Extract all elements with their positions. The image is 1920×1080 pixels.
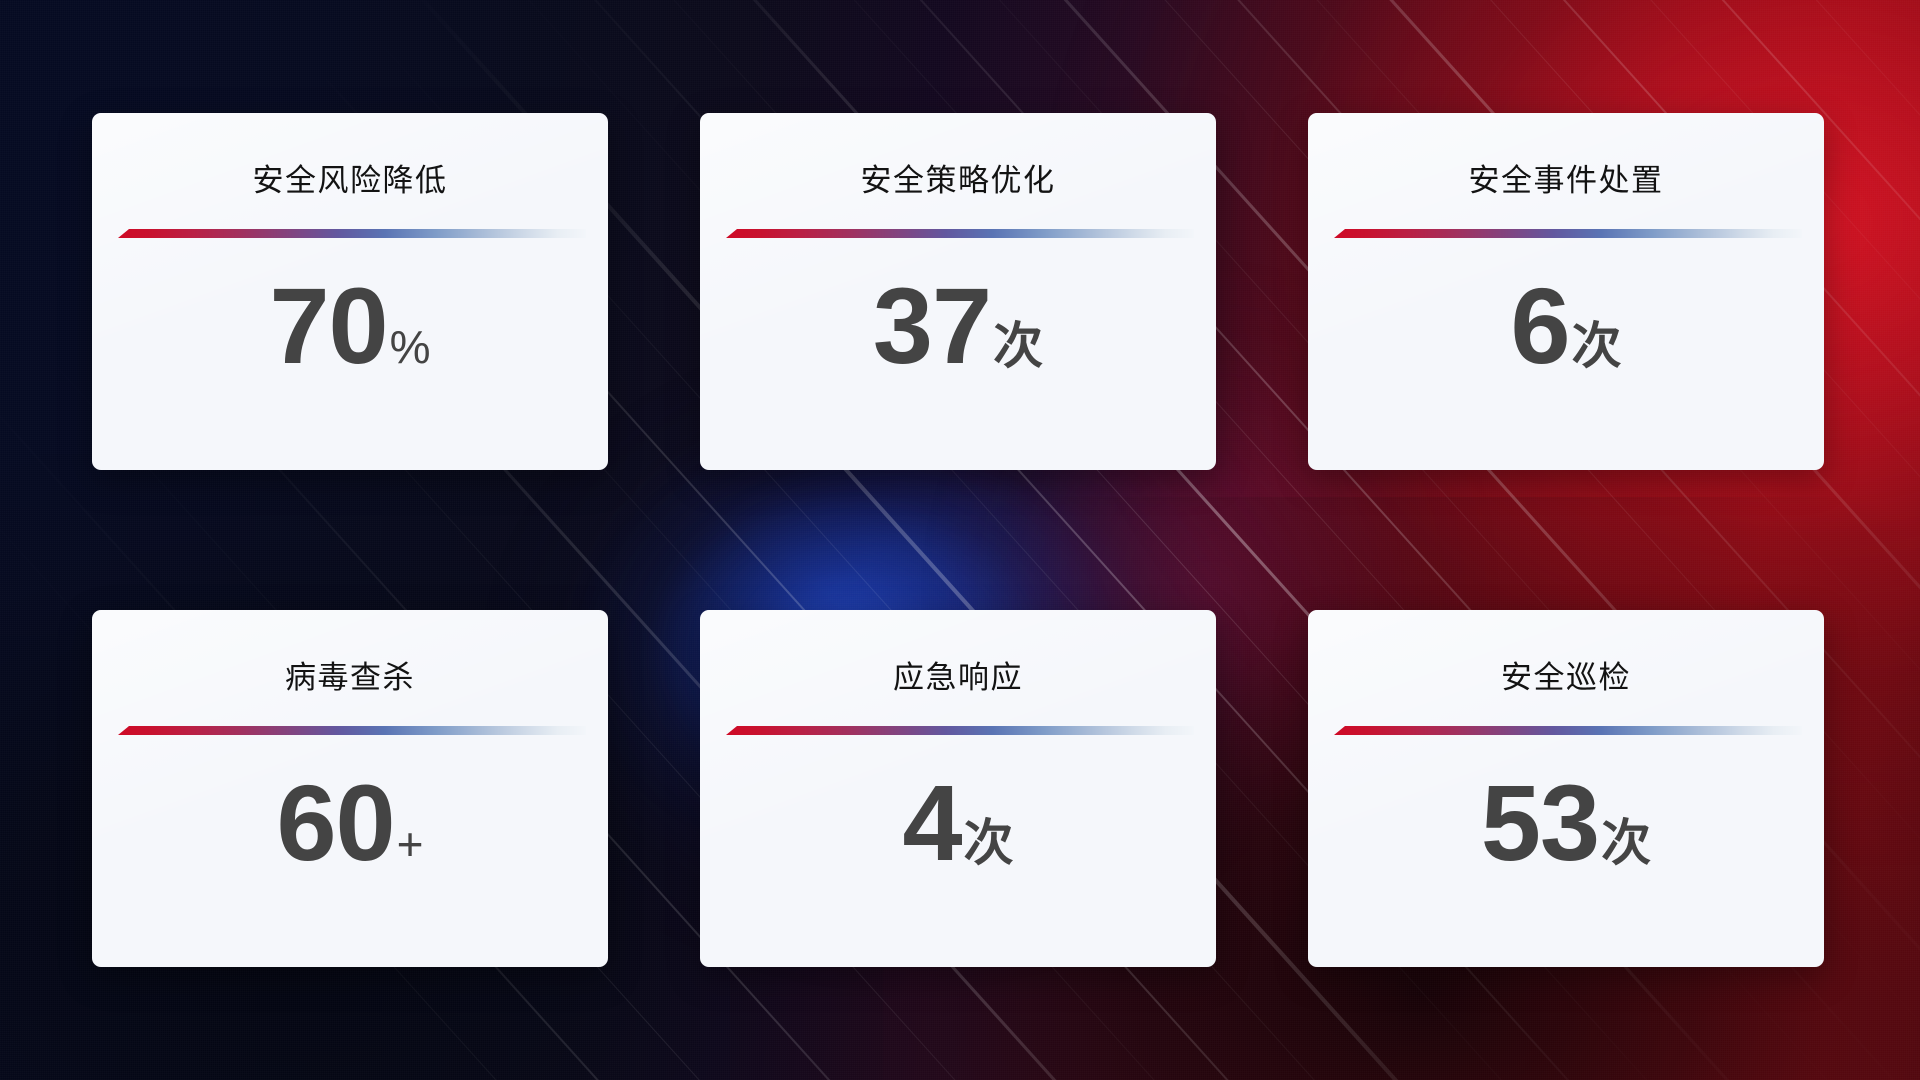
gradient-divider-bar [118, 726, 586, 735]
stat-card-value-row: 6 次 [1308, 272, 1824, 380]
stat-card-divider-wrap [1308, 726, 1824, 735]
stat-card-unit: 次 [963, 815, 1014, 871]
stat-card-divider-wrap [700, 726, 1216, 735]
stat-card-unit: + [396, 818, 424, 870]
stat-card-value: 70 [269, 265, 388, 386]
stat-card-title: 病毒查杀 [285, 660, 415, 695]
gradient-divider-bar [118, 229, 586, 238]
stat-card-6[interactable]: 安全巡检 53 次 [1308, 610, 1824, 967]
stat-card-title: 安全巡检 [1501, 660, 1631, 695]
stat-card-title: 安全策略优化 [860, 163, 1056, 198]
stat-card-value-row: 37 次 [700, 272, 1216, 380]
gradient-divider-bar [1334, 726, 1802, 735]
stat-card-4[interactable]: 病毒查杀 60 + [92, 610, 608, 967]
stat-card-5[interactable]: 应急响应 4 次 [700, 610, 1216, 967]
stat-card-value-row: 60 + [92, 769, 608, 877]
stat-card-divider-wrap [700, 229, 1216, 238]
stat-card-unit: 次 [1601, 815, 1652, 871]
stat-card-title: 应急响应 [893, 660, 1023, 695]
stat-card-value-row: 4 次 [700, 769, 1216, 877]
stat-card-divider-wrap [1308, 229, 1824, 238]
gradient-divider-bar [726, 726, 1194, 735]
stat-card-value-row: 53 次 [1308, 769, 1824, 877]
stat-card-value: 37 [872, 265, 992, 386]
stat-card-title: 安全风险降低 [252, 163, 448, 198]
stat-card-unit: 次 [993, 318, 1044, 374]
stat-card-3[interactable]: 安全事件处置 6 次 [1308, 113, 1824, 470]
stat-card-divider-wrap [92, 726, 608, 735]
stat-card-1[interactable]: 安全风险降低 70 % [92, 113, 608, 470]
stat-card-value: 60 [276, 762, 395, 883]
stat-card-value: 6 [1510, 265, 1570, 386]
stat-card-value: 53 [1480, 762, 1600, 883]
gradient-divider-bar [1334, 229, 1802, 238]
stat-card-unit: % [389, 321, 431, 373]
gradient-divider-bar [726, 229, 1194, 238]
stat-card-title: 安全事件处置 [1468, 163, 1664, 198]
stats-card-grid: 安全风险降低 70 % 安全策略优化 37 次 安全事件处置 6 次 病毒查杀 [92, 113, 1828, 967]
stat-card-divider-wrap [92, 229, 608, 238]
stat-card-value: 4 [902, 762, 962, 883]
stat-card-2[interactable]: 安全策略优化 37 次 [700, 113, 1216, 470]
stat-card-value-row: 70 % [92, 272, 608, 380]
stat-card-unit: 次 [1571, 318, 1622, 374]
